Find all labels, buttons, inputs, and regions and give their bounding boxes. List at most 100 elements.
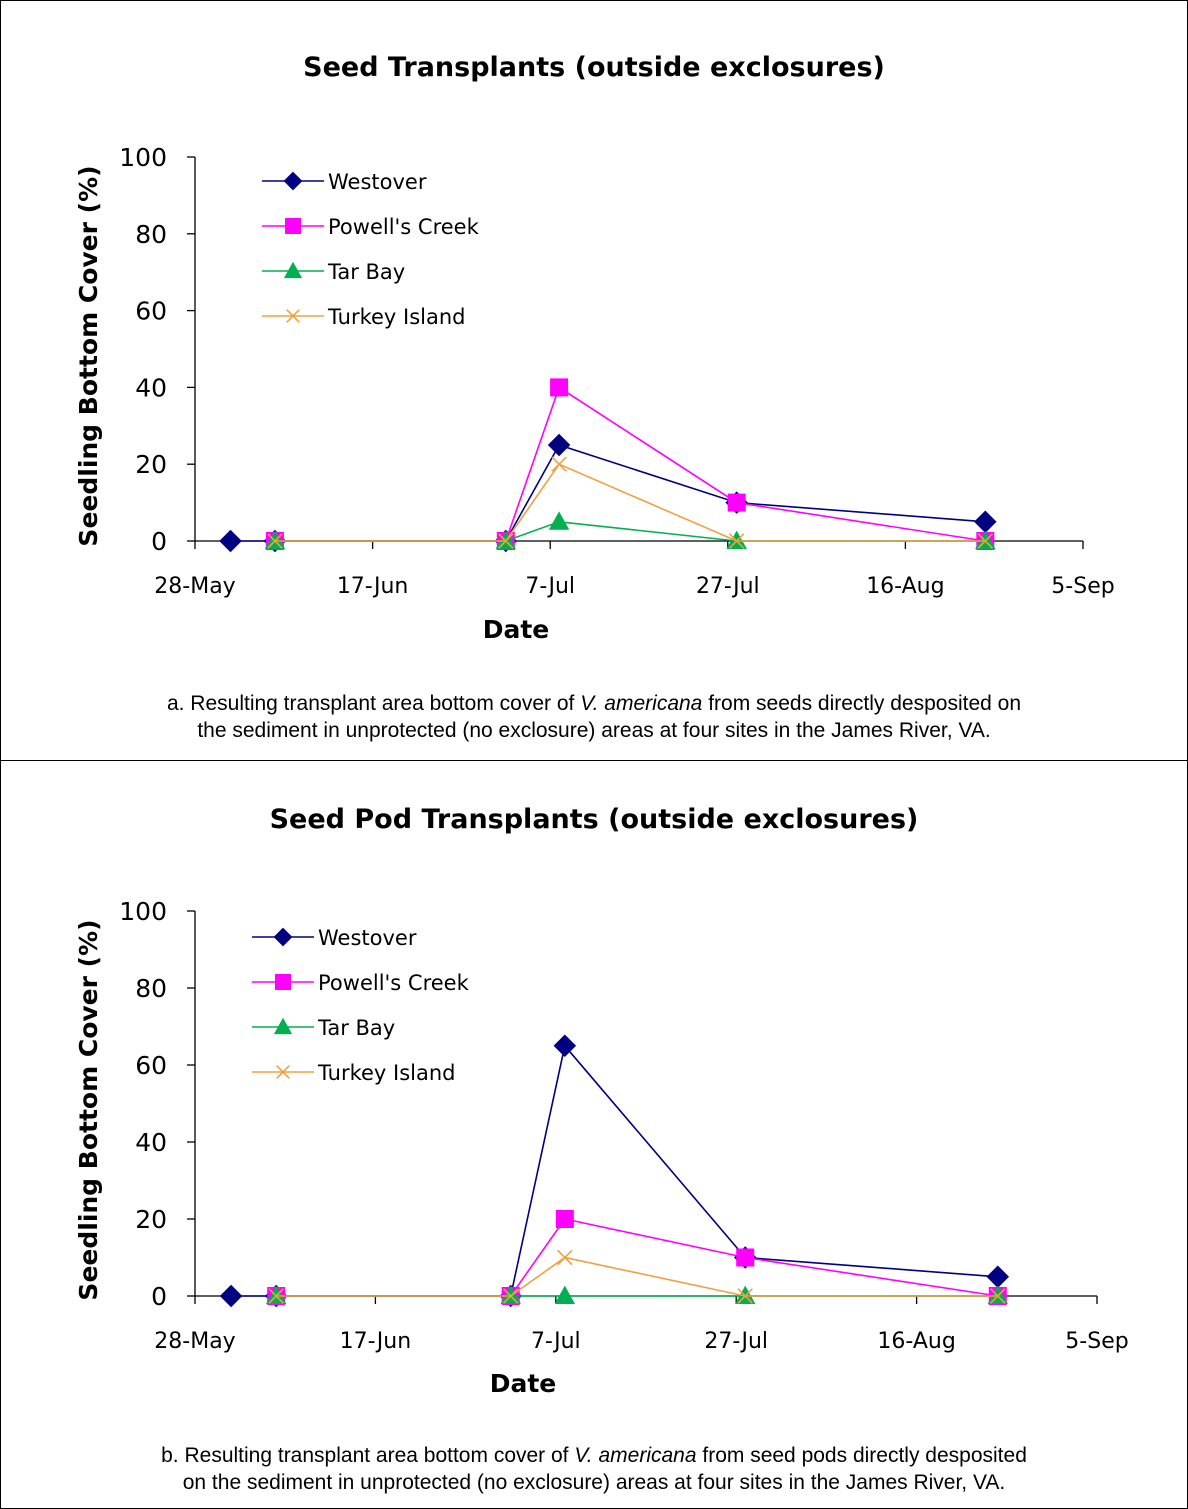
- series-powell-s-creek: [265, 378, 995, 550]
- data-point-westover: [219, 529, 242, 553]
- data-point-powell-s-creek: [736, 1248, 755, 1267]
- y-tick-label: 40: [135, 373, 167, 402]
- series-tar-bay: [264, 511, 996, 549]
- series-turkey-island: [268, 1249, 1006, 1304]
- legend-entry-powell-s-creek: Powell's Creek: [252, 971, 470, 995]
- data-point-westover: [553, 1034, 577, 1057]
- x-tick-label: 16-Aug: [877, 1329, 955, 1354]
- caption-b-species: V. americana: [574, 1444, 697, 1467]
- y-tick-label: 60: [135, 297, 167, 326]
- series-tar-bay: [265, 1285, 1008, 1304]
- x-tick-label: 7-Jul: [531, 1329, 581, 1354]
- x-tick-label: 17-Jun: [337, 574, 409, 599]
- series-powell-s-creek: [267, 1210, 1007, 1305]
- series-line-turkey-island: [276, 1256, 998, 1297]
- caption-a-line2: the sediment in unprotected (no exclosur…: [197, 719, 991, 742]
- legend-marker: [276, 1065, 290, 1079]
- data-point-turkey-island: [502, 1288, 519, 1304]
- series-westover: [219, 433, 997, 553]
- seed-pod-transplants-chart: Seed Pod Transplants (outside exclosures…: [74, 804, 1129, 1398]
- data-point-westover: [219, 1284, 243, 1308]
- x-tick-label: 7-Jul: [525, 574, 575, 599]
- caption-a-species: V. americana: [580, 692, 703, 715]
- caption-a-text2: from seeds directly desposited on: [702, 692, 1022, 715]
- y-tick-label: 20: [135, 450, 167, 479]
- legend-label: Tar Bay: [317, 1016, 395, 1040]
- legend-label: Powell's Creek: [328, 215, 480, 239]
- data-point-westover: [547, 433, 571, 457]
- legend-marker: [283, 171, 303, 191]
- x-tick-label: 27-Jul: [696, 574, 760, 599]
- caption-b: b. Resulting transplant area bottom cove…: [0, 1442, 1188, 1496]
- legend-marker: [273, 927, 293, 947]
- y-tick-label: 100: [119, 143, 167, 172]
- data-point-powell-s-creek: [550, 378, 569, 397]
- legend-entry-westover: Westover: [252, 926, 417, 950]
- caption-a-text1: a. Resulting transplant area bottom cove…: [166, 692, 581, 715]
- caption-b-text2: from seed pods directly desposited: [696, 1444, 1027, 1467]
- series-line-powell-s-creek: [274, 386, 986, 542]
- legend-label: Westover: [318, 926, 417, 950]
- data-point-turkey-island: [728, 533, 745, 549]
- y-axis-label: Seedling Bottom Cover (%): [74, 919, 103, 1300]
- y-tick-label: 20: [135, 1205, 167, 1234]
- x-tick-label: 17-Jun: [340, 1329, 412, 1354]
- x-tick-label: 5-Sep: [1065, 1329, 1128, 1354]
- legend-marker: [273, 1017, 293, 1035]
- seed-transplants-chart: Seed Transplants (outside exclosures) 0 20…: [74, 52, 1115, 644]
- legend-label: Turkey Island: [317, 1061, 456, 1085]
- x-tick-label: 16-Aug: [866, 574, 944, 599]
- data-point-turkey-island: [977, 533, 994, 549]
- data-point-powell-s-creek: [727, 493, 746, 512]
- y-tick-label: 60: [135, 1051, 167, 1080]
- data-point-westover: [986, 1265, 1010, 1288]
- y-tick-label: 80: [135, 220, 167, 249]
- data-point-turkey-island: [551, 456, 567, 472]
- legend-entry-tar-bay: Tar Bay: [252, 1016, 395, 1040]
- y-tick-label: 100: [119, 897, 167, 926]
- legend-label: Powell's Creek: [318, 971, 470, 995]
- caption-a: a. Resulting transplant area bottom cove…: [0, 690, 1188, 744]
- legend-marker: [283, 261, 303, 279]
- caption-b-text1: b. Resulting transplant area bottom cove…: [161, 1444, 575, 1467]
- legend-label: Tar Bay: [327, 260, 405, 284]
- legend-marker: [285, 218, 301, 234]
- x-tick-label: 28-May: [154, 1329, 235, 1354]
- data-point-powell-s-creek: [555, 1210, 574, 1228]
- x-tick-label: 28-May: [154, 574, 235, 599]
- data-point-turkey-island: [557, 1249, 573, 1266]
- panel-divider: [0, 760, 1188, 761]
- data-point-turkey-island: [737, 1288, 753, 1304]
- data-point-turkey-island: [498, 533, 514, 549]
- caption-b-line2: on the sediment in unprotected (no exclo…: [182, 1471, 1006, 1494]
- y-tick-label: 80: [135, 974, 167, 1003]
- data-point-westover: [974, 510, 997, 534]
- legend-marker: [275, 974, 291, 990]
- data-point-tar-bay: [554, 1285, 576, 1304]
- caption-a-line1: a. Resulting transplant area bottom cove…: [0, 690, 1188, 717]
- legend-entry-tar-bay: Tar Bay: [262, 260, 405, 284]
- legend-entry-turkey-island: Turkey Island: [252, 1061, 456, 1085]
- legend-label: Turkey Island: [327, 305, 466, 329]
- legend-entry-powell-s-creek: Powell's Creek: [262, 215, 480, 239]
- legend-label: Westover: [328, 170, 427, 194]
- data-point-turkey-island: [268, 1288, 284, 1304]
- chart-title: Seed Pod Transplants (outside exclosures…: [270, 804, 919, 835]
- data-point-tar-bay: [548, 511, 570, 530]
- caption-b-line1: b. Resulting transplant area bottom cove…: [0, 1442, 1188, 1469]
- panel-seed-transplants: Seed Transplants (outside exclosures) 0 20…: [0, 52, 1188, 744]
- chart-title: Seed Transplants (outside exclosures): [303, 52, 885, 83]
- y-axis-label: Seedling Bottom Cover (%): [74, 165, 103, 546]
- series-turkey-island: [267, 456, 994, 549]
- panel-seed-pod-transplants: Seed Pod Transplants (outside exclosures…: [0, 761, 1188, 1509]
- legend-entry-westover: Westover: [262, 170, 427, 194]
- legend-entry-turkey-island: Turkey Island: [262, 305, 466, 329]
- data-point-turkey-island: [267, 533, 283, 549]
- data-point-turkey-island: [990, 1288, 1006, 1304]
- x-axis-label: Date: [483, 615, 550, 644]
- y-tick-label: 40: [135, 1128, 167, 1157]
- x-tick-label: 27-Jul: [704, 1329, 768, 1354]
- series-line-powell-s-creek: [276, 1218, 998, 1297]
- x-axis-label: Date: [490, 1369, 557, 1398]
- y-tick-label: 0: [151, 1282, 167, 1311]
